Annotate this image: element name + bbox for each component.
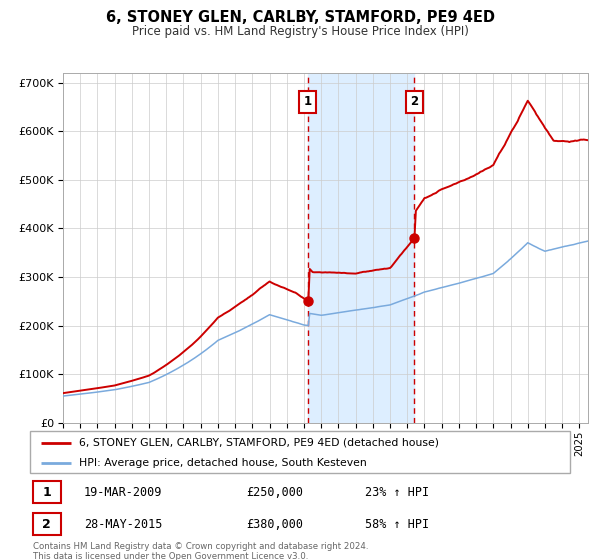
- Text: 1: 1: [43, 486, 51, 499]
- Text: 2: 2: [410, 95, 418, 109]
- Text: Contains HM Land Registry data © Crown copyright and database right 2024.: Contains HM Land Registry data © Crown c…: [33, 542, 368, 550]
- Text: 1: 1: [304, 95, 311, 109]
- Text: HPI: Average price, detached house, South Kesteven: HPI: Average price, detached house, Sout…: [79, 458, 367, 468]
- Text: £380,000: £380,000: [246, 517, 303, 530]
- Text: 2: 2: [43, 517, 51, 530]
- Text: This data is licensed under the Open Government Licence v3.0.: This data is licensed under the Open Gov…: [33, 552, 308, 560]
- Text: 23% ↑ HPI: 23% ↑ HPI: [365, 486, 429, 499]
- FancyBboxPatch shape: [30, 431, 570, 473]
- Text: 28-MAY-2015: 28-MAY-2015: [84, 517, 163, 530]
- Text: 58% ↑ HPI: 58% ↑ HPI: [365, 517, 429, 530]
- Text: 19-MAR-2009: 19-MAR-2009: [84, 486, 163, 499]
- Text: 6, STONEY GLEN, CARLBY, STAMFORD, PE9 4ED (detached house): 6, STONEY GLEN, CARLBY, STAMFORD, PE9 4E…: [79, 438, 439, 448]
- Text: Price paid vs. HM Land Registry's House Price Index (HPI): Price paid vs. HM Land Registry's House …: [131, 25, 469, 38]
- Text: £250,000: £250,000: [246, 486, 303, 499]
- FancyBboxPatch shape: [33, 481, 61, 503]
- Bar: [308, 73, 415, 423]
- FancyBboxPatch shape: [33, 513, 61, 535]
- Text: 6, STONEY GLEN, CARLBY, STAMFORD, PE9 4ED: 6, STONEY GLEN, CARLBY, STAMFORD, PE9 4E…: [106, 10, 494, 25]
